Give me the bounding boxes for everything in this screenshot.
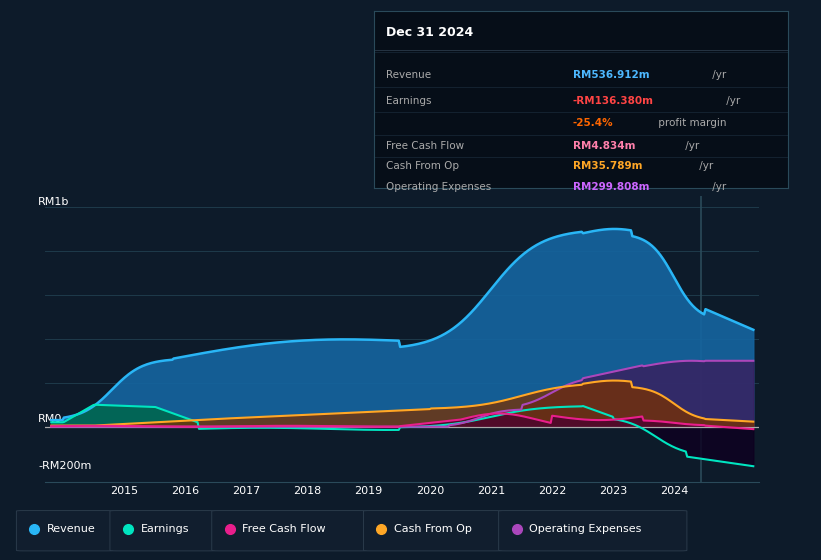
Text: /yr: /yr <box>695 161 713 171</box>
FancyBboxPatch shape <box>498 511 687 551</box>
Text: Free Cash Flow: Free Cash Flow <box>386 141 464 151</box>
Text: -RM136.380m: -RM136.380m <box>572 96 654 106</box>
Text: /yr: /yr <box>709 69 727 80</box>
Text: -RM200m: -RM200m <box>38 461 91 470</box>
Text: Revenue: Revenue <box>47 524 96 534</box>
Text: /yr: /yr <box>709 181 727 192</box>
FancyBboxPatch shape <box>212 511 367 551</box>
Text: RM35.789m: RM35.789m <box>572 161 642 171</box>
Text: Operating Expenses: Operating Expenses <box>530 524 642 534</box>
Text: RM1b: RM1b <box>38 197 70 207</box>
Text: Operating Expenses: Operating Expenses <box>386 181 491 192</box>
Text: RM4.834m: RM4.834m <box>572 141 635 151</box>
Text: Cash From Op: Cash From Op <box>394 524 472 534</box>
Text: RM0: RM0 <box>38 414 62 424</box>
Text: Earnings: Earnings <box>386 96 432 106</box>
Text: Cash From Op: Cash From Op <box>386 161 459 171</box>
Text: -25.4%: -25.4% <box>572 118 613 128</box>
Text: Dec 31 2024: Dec 31 2024 <box>386 26 473 39</box>
Text: profit margin: profit margin <box>654 118 726 128</box>
Text: Free Cash Flow: Free Cash Flow <box>242 524 326 534</box>
FancyBboxPatch shape <box>16 511 113 551</box>
FancyBboxPatch shape <box>110 511 215 551</box>
Text: RM299.808m: RM299.808m <box>572 181 649 192</box>
Text: /yr: /yr <box>723 96 741 106</box>
FancyBboxPatch shape <box>364 511 502 551</box>
Text: Earnings: Earnings <box>140 524 189 534</box>
Text: Revenue: Revenue <box>386 69 431 80</box>
Text: /yr: /yr <box>682 141 699 151</box>
Text: RM536.912m: RM536.912m <box>572 69 649 80</box>
